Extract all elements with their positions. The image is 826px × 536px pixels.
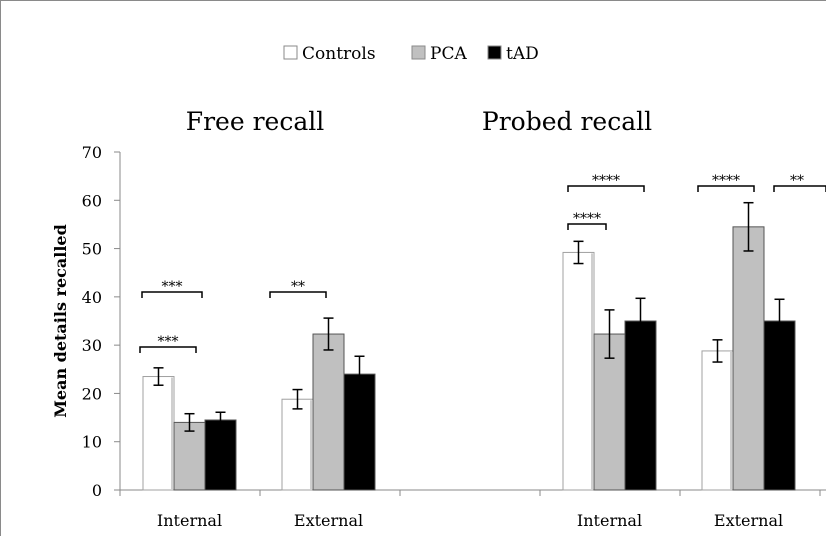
bar-tad [204,419,237,491]
significance-label: **** [592,173,620,189]
x-category-label: Internal [157,511,222,530]
legend-label-tad: tAD [506,44,539,64]
bar-tad [343,373,376,491]
bar-pca [593,333,626,491]
significance-label: ** [291,279,305,295]
legend-swatch-controls [283,45,298,60]
bar-pca [312,333,345,491]
significance-label: ** [790,173,804,189]
panel-title: Free recall [186,107,324,136]
significance-bracket [567,185,645,192]
y-axis-label: Mean details recalled [51,224,70,418]
legend-swatch-tad [487,45,502,60]
y-tick-label: 20 [82,384,102,403]
significance-bracket [567,223,607,230]
bar-controls [142,376,175,491]
significance-bracket [141,291,203,298]
y-tick-label: 70 [82,143,102,162]
significance-label: **** [573,211,601,227]
significance-bracket [773,185,826,192]
y-tick-label: 30 [82,336,102,355]
significance-bracket [269,291,327,298]
y-tick-label: 10 [82,433,102,452]
significance-bracket [697,185,755,192]
legend-label-pca: PCA [430,44,467,64]
legend-swatch-pca [411,45,426,60]
legend-label-controls: Controls [302,44,376,64]
bar-controls [562,251,595,491]
panel-title: Probed recall [482,107,652,136]
bar-controls [701,350,734,491]
y-tick-label: 60 [82,191,102,210]
bar-pca [732,226,765,491]
x-category-label: External [294,511,363,530]
bar-controls [281,398,314,491]
y-tick-label: 50 [82,240,102,259]
significance-label: *** [158,334,179,350]
significance-bracket [139,346,197,353]
significance-label: *** [162,279,183,295]
x-category-label: Internal [577,511,642,530]
significance-label: **** [712,173,740,189]
bar-tad [624,320,657,491]
bar-tad [763,320,796,491]
x-category-label: External [714,511,783,530]
y-tick-label: 40 [82,288,102,307]
bar-pca [173,421,206,491]
y-tick-label: 0 [92,481,102,500]
